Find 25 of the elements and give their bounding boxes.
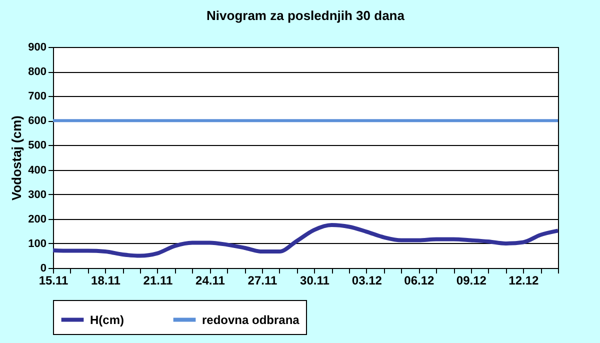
y-axis-title: Vodostaj (cm) xyxy=(9,116,24,200)
y-tick-label: 500 xyxy=(28,140,46,152)
x-tick-label: 21.11 xyxy=(143,274,173,288)
y-tick-label: 800 xyxy=(28,66,46,78)
y-tick-label: 200 xyxy=(28,213,46,226)
y-tick-label: 400 xyxy=(28,164,46,176)
chart-title: Nivogram za poslednjih 30 dana xyxy=(206,8,406,23)
y-tick-label: 300 xyxy=(28,188,46,201)
y-tick-label: 900 xyxy=(28,42,46,54)
legend-label: H(cm) xyxy=(90,312,124,327)
x-tick-label: 12.12 xyxy=(508,274,540,288)
x-tick-label: 30.11 xyxy=(300,274,330,288)
y-tick-label: 0 xyxy=(40,262,46,274)
line-series xyxy=(51,223,560,258)
x-tick-label: 24.11 xyxy=(196,274,226,288)
y-tick-label: 700 xyxy=(28,90,46,103)
x-tick-label: 15.11 xyxy=(38,274,69,288)
x-tick-label: 06.12 xyxy=(404,274,435,288)
x-tick-label: 09.12 xyxy=(456,274,487,288)
x-tick-label: 18.11 xyxy=(91,274,121,288)
x-tick-label: 03.12 xyxy=(352,274,382,288)
x-tick-label: 27.11 xyxy=(248,274,278,288)
legend-label: redovna odbrana xyxy=(202,312,300,327)
y-tick-label: 100 xyxy=(28,238,46,250)
y-tick-label: 600 xyxy=(28,115,46,128)
